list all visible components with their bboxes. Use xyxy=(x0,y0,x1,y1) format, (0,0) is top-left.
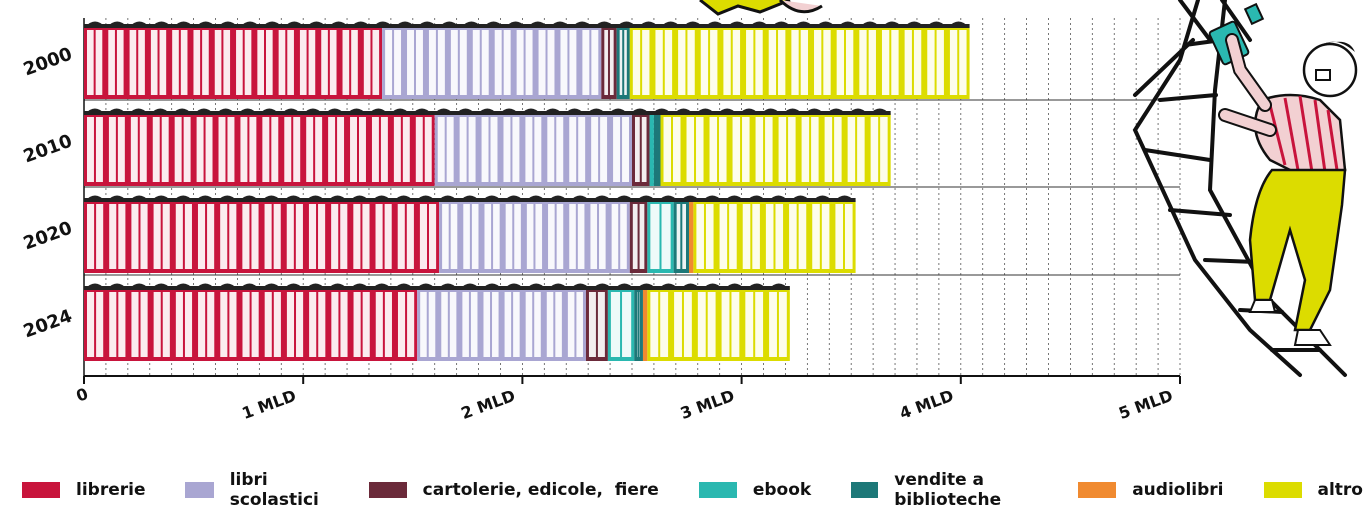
year-label-2020: 2020 xyxy=(21,218,75,255)
legend-item-vendite-biblioteche: vendite a biblioteche xyxy=(851,470,1038,510)
bar-top-edge xyxy=(84,24,970,28)
bar-top-edge xyxy=(84,198,856,202)
bar-group-2020 xyxy=(84,196,856,274)
legend-label: audiolibri xyxy=(1132,480,1223,500)
year-labels: 2000 2010 2020 2024 xyxy=(21,44,75,343)
x-tick-label: 1 MLD xyxy=(239,386,298,423)
legend-swatch xyxy=(1264,482,1302,498)
x-tick-label: 3 MLD xyxy=(678,386,737,423)
bar-group-2010 xyxy=(84,109,891,187)
legend-item-librerie: librerie xyxy=(22,480,145,500)
legend-item-libri-scolastici: libri scolastici xyxy=(185,470,328,510)
bar-top-edge xyxy=(84,286,790,290)
legend-swatch xyxy=(1078,482,1116,498)
x-tick-label: 2 MLD xyxy=(459,386,518,423)
bar-top-edge xyxy=(84,111,891,115)
legend-swatch xyxy=(185,482,213,498)
legend-item-cartolerie: cartolerie, edicole, fiere xyxy=(369,480,659,500)
legend-swatch xyxy=(851,482,878,498)
legend-swatch xyxy=(369,482,407,498)
legend-label: libri scolastici xyxy=(230,470,329,510)
stacked-bar-chart: 2000 2010 2020 2024 0 1 MLD 2 MLD 3 MLD 4 MLD 5 … xyxy=(0,0,1363,490)
x-tick-labels: 0 1 MLD 2 MLD 3 MLD 4 MLD 5 MLD xyxy=(74,384,1176,423)
legend-swatch xyxy=(22,482,60,498)
legend-item-audiolibri: audiolibri xyxy=(1078,480,1223,500)
legend-label: altro xyxy=(1318,480,1363,500)
bar-group-2024 xyxy=(84,284,790,362)
legend-label: vendite a biblioteche xyxy=(894,470,1038,510)
year-label-2010: 2010 xyxy=(21,131,75,168)
year-label-2000: 2000 xyxy=(21,44,75,81)
legend-swatch xyxy=(699,482,737,498)
bar-2000-librerie xyxy=(84,26,382,99)
chart-bars xyxy=(84,22,970,362)
legend-item-altro: altro xyxy=(1264,480,1363,500)
x-tick-label: 0 xyxy=(74,384,91,406)
legend-label: cartolerie, edicole, fiere xyxy=(423,480,659,500)
legend-item-ebook: ebook xyxy=(699,480,811,500)
legend-label: ebook xyxy=(753,480,811,500)
bar-2024-altro xyxy=(647,288,789,361)
year-label-2024: 2024 xyxy=(21,306,75,343)
x-tick-label: 4 MLD xyxy=(897,386,956,423)
chart-legend: librerie libri scolastici cartolerie, ed… xyxy=(22,470,1363,510)
bar-group-2000 xyxy=(84,22,970,100)
x-tick-label: 5 MLD xyxy=(1116,386,1175,423)
legend-label: librerie xyxy=(76,480,145,500)
